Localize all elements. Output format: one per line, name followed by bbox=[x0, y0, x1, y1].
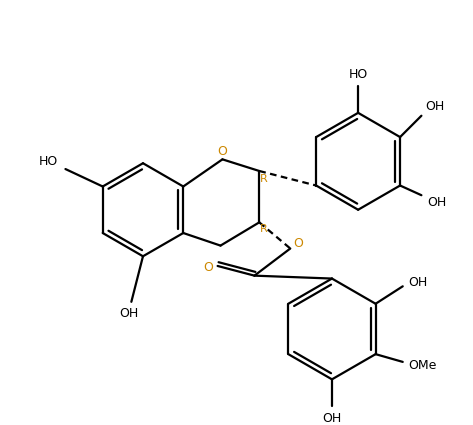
Text: OMe: OMe bbox=[408, 359, 436, 372]
Text: O: O bbox=[218, 145, 228, 158]
Text: OH: OH bbox=[322, 411, 342, 425]
Text: OH: OH bbox=[409, 276, 428, 289]
Text: OH: OH bbox=[119, 307, 138, 320]
Text: OH: OH bbox=[427, 196, 447, 210]
Text: R: R bbox=[260, 224, 268, 234]
Text: HO: HO bbox=[38, 155, 58, 168]
Text: R: R bbox=[260, 174, 268, 184]
Text: HO: HO bbox=[349, 68, 368, 81]
Text: O: O bbox=[203, 261, 213, 275]
Text: OH: OH bbox=[425, 99, 445, 113]
Text: O: O bbox=[293, 237, 303, 250]
